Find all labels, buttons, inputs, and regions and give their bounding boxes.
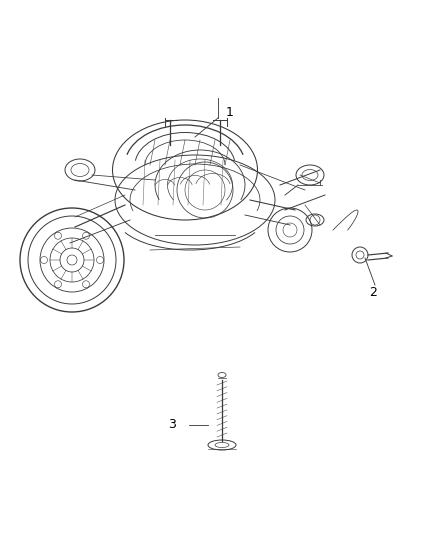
Text: 1: 1	[226, 107, 234, 119]
Text: 2: 2	[369, 287, 377, 300]
Text: 3: 3	[168, 418, 176, 432]
